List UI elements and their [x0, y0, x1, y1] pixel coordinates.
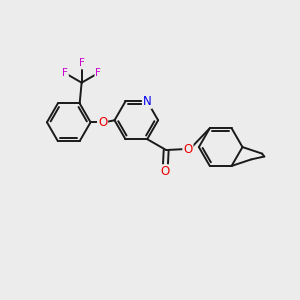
Text: F: F	[95, 68, 101, 78]
Text: F: F	[62, 68, 68, 78]
Text: N: N	[143, 95, 152, 108]
Text: O: O	[183, 142, 193, 156]
Text: O: O	[160, 165, 170, 178]
Text: F: F	[79, 58, 85, 68]
Text: O: O	[98, 116, 107, 129]
